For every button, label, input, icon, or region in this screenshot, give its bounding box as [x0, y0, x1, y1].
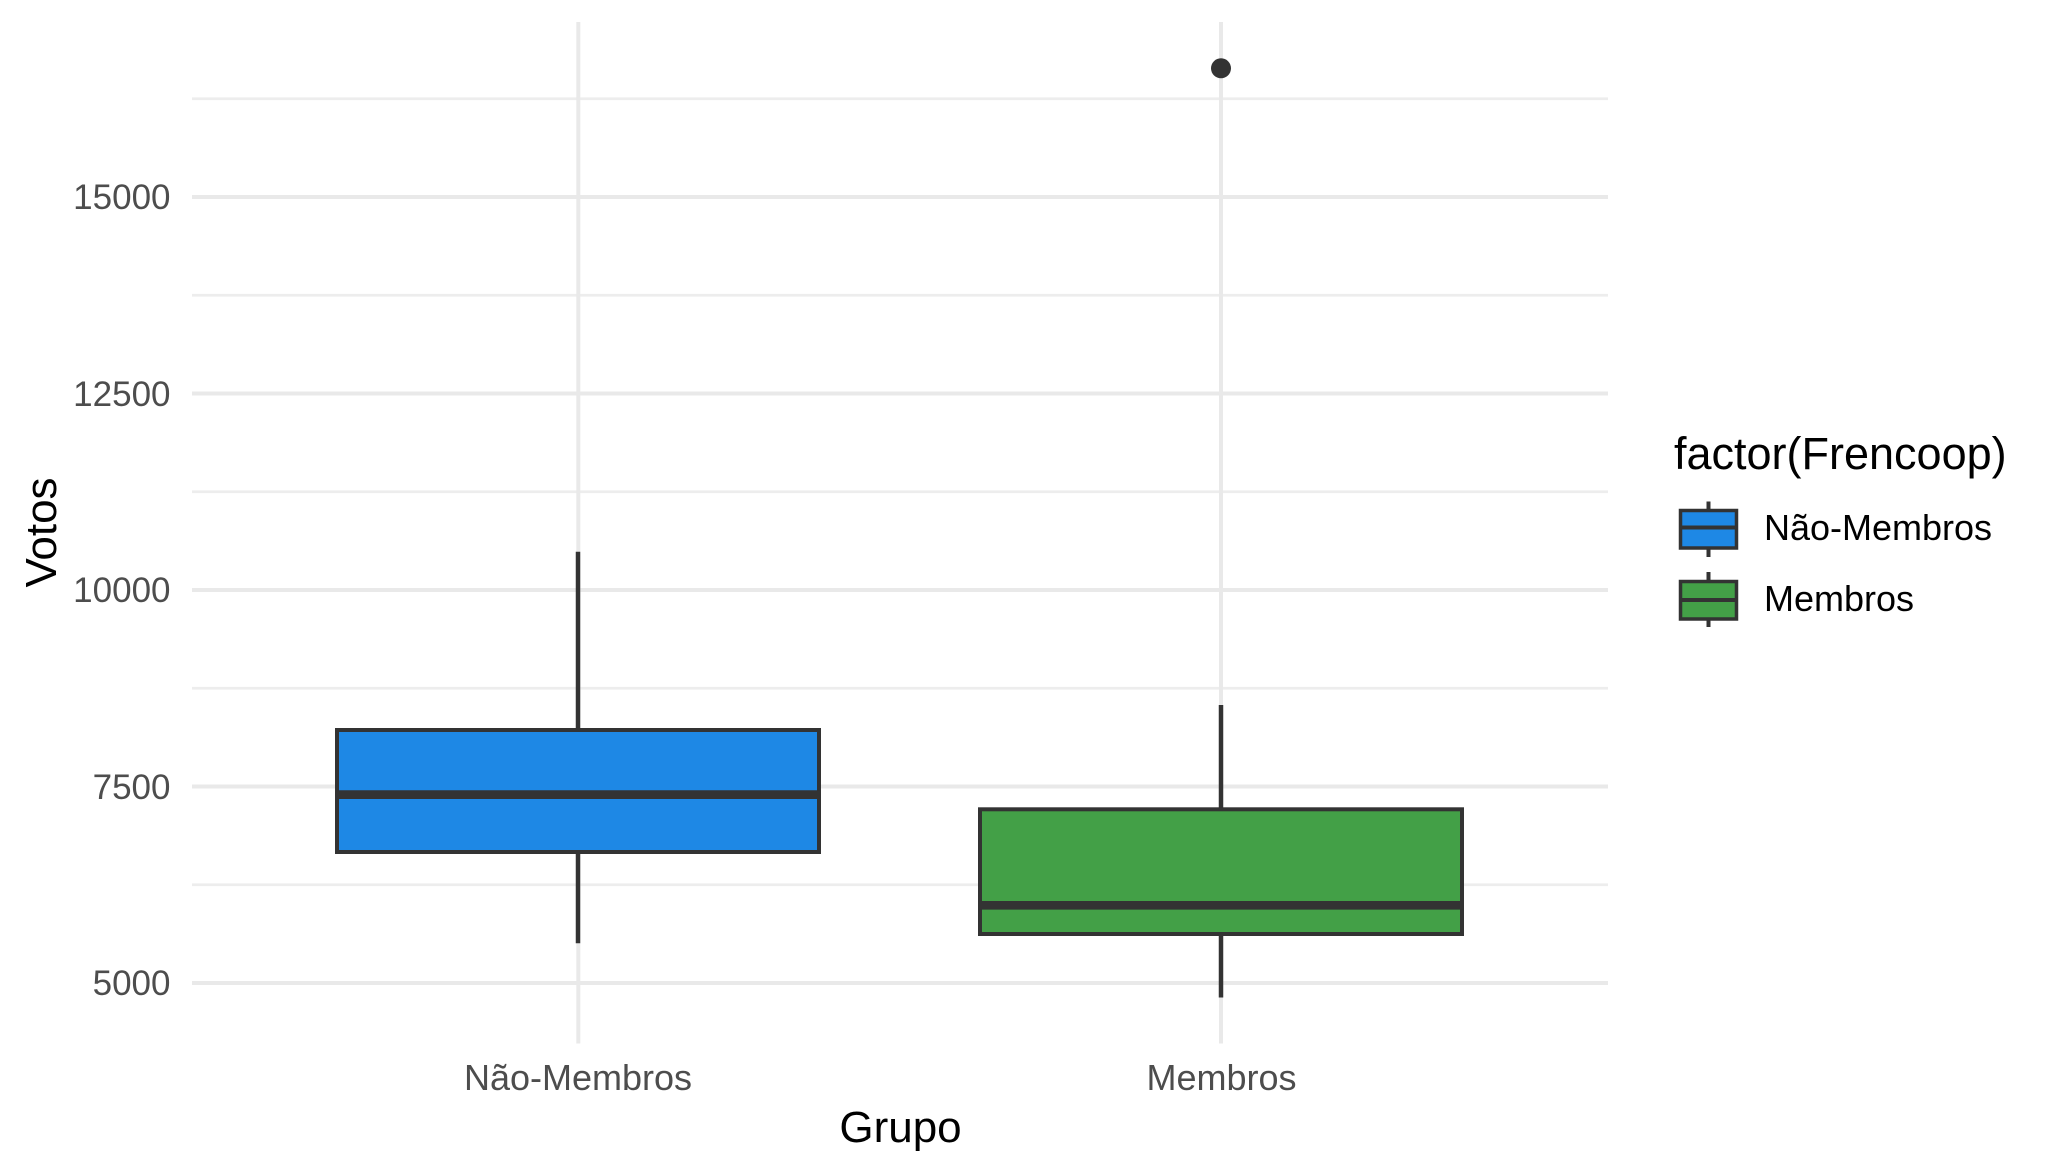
svg-text:Não-Membros: Não-Membros	[464, 1057, 692, 1098]
svg-text:factor(Frencoop): factor(Frencoop)	[1674, 428, 2007, 479]
svg-text:10000: 10000	[73, 571, 170, 610]
svg-text:Grupo: Grupo	[839, 1103, 961, 1152]
svg-text:Não-Membros: Não-Membros	[1764, 507, 1992, 548]
svg-text:12500: 12500	[73, 375, 170, 414]
svg-text:5000: 5000	[93, 964, 171, 1003]
svg-text:Membros: Membros	[1146, 1057, 1296, 1098]
svg-text:Membros: Membros	[1764, 578, 1914, 619]
svg-text:15000: 15000	[73, 178, 170, 217]
svg-text:Votos: Votos	[17, 477, 66, 587]
svg-text:7500: 7500	[93, 768, 171, 807]
